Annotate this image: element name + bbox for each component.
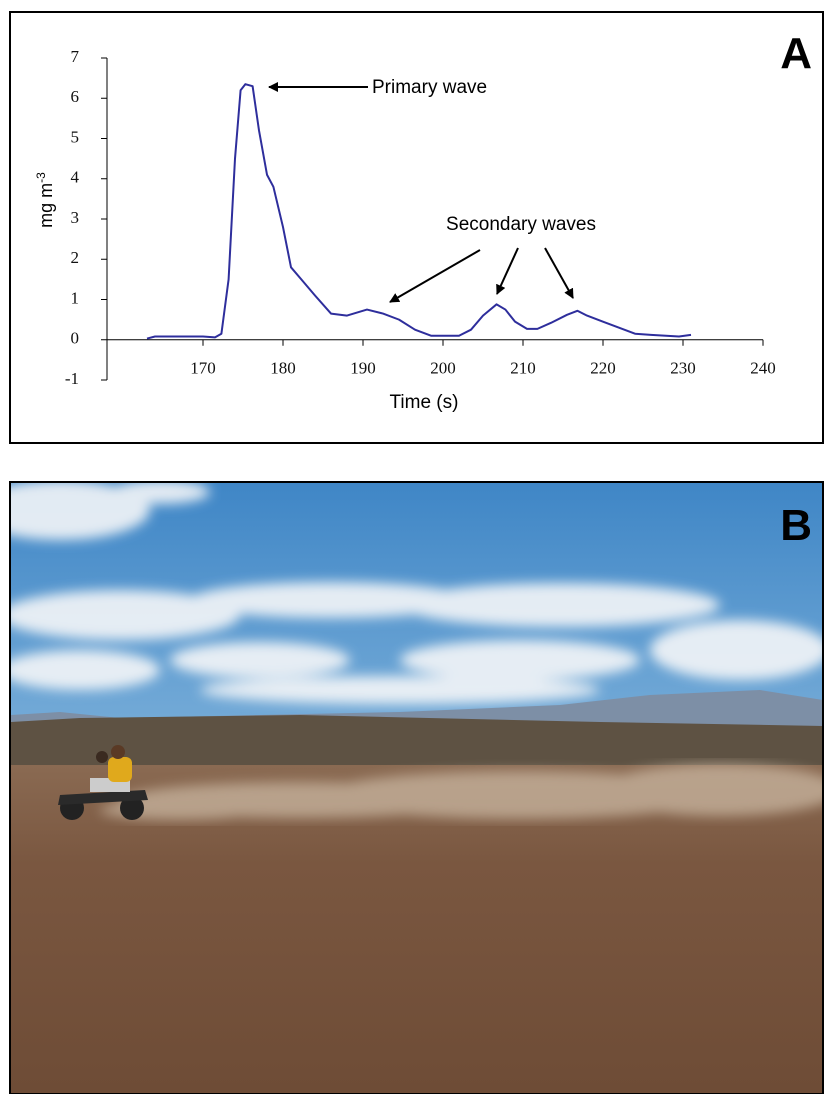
y-axis-label-text: mg m bbox=[36, 183, 56, 228]
plot-area: -1 0 1 2 3 4 5 6 7 170 180 190 200 210 220 230 240 bbox=[65, 47, 776, 388]
annotation-arrow bbox=[496, 247, 519, 295]
atv-rider bbox=[58, 745, 148, 820]
y-tick-label: 5 bbox=[71, 127, 80, 146]
x-tick-label: 240 bbox=[750, 359, 776, 378]
y-tick-label: 2 bbox=[71, 248, 80, 267]
panel-label: B bbox=[780, 501, 812, 550]
x-tick-label: 210 bbox=[510, 359, 536, 378]
x-axis-label: Time (s) bbox=[390, 392, 459, 413]
y-axis-label: mg m-3 bbox=[34, 172, 56, 228]
clouds bbox=[11, 483, 823, 704]
y-tick-label: 4 bbox=[71, 168, 80, 187]
annotation-arrow bbox=[389, 249, 481, 303]
y-tick-label: 0 bbox=[71, 329, 80, 348]
x-tick-label: 190 bbox=[350, 359, 376, 378]
y-axis-label-exponent: -3 bbox=[34, 172, 48, 183]
photo bbox=[11, 483, 823, 1094]
y-tick-label: 3 bbox=[71, 208, 80, 227]
x-tick-label: 220 bbox=[590, 359, 616, 378]
data-line bbox=[146, 83, 692, 340]
dust-cloud bbox=[100, 764, 823, 820]
y-tick-label: 6 bbox=[71, 87, 80, 106]
ground bbox=[11, 765, 823, 1094]
annotation: Primary wave bbox=[372, 77, 487, 98]
annotation: Secondary waves bbox=[446, 214, 596, 235]
y-tick-label: -1 bbox=[65, 369, 79, 388]
x-tick-label: 230 bbox=[670, 359, 696, 378]
y-tick-label: 1 bbox=[71, 288, 80, 307]
x-tick-label: 200 bbox=[430, 359, 456, 378]
panel-frame bbox=[9, 481, 824, 1094]
panel-label: A bbox=[780, 29, 812, 78]
x-tick-label: 180 bbox=[270, 359, 296, 378]
annotation-arrow bbox=[544, 247, 574, 299]
x-tick-label: 170 bbox=[190, 359, 216, 378]
y-tick-label: 7 bbox=[71, 47, 80, 66]
ridge bbox=[11, 715, 823, 765]
panel-frame bbox=[9, 11, 824, 444]
